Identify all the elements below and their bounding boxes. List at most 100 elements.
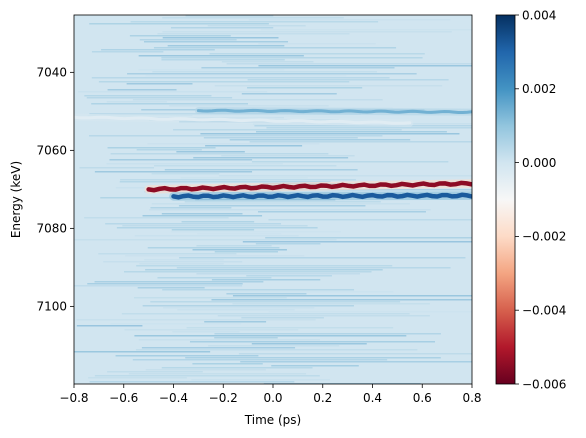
texture-stripe bbox=[180, 177, 308, 179]
texture-stripe bbox=[78, 91, 268, 93]
texture-stripe bbox=[176, 151, 245, 153]
texture-stripe bbox=[221, 61, 314, 63]
texture-stripe bbox=[135, 349, 418, 351]
texture-stripe bbox=[94, 375, 320, 377]
texture-stripe bbox=[138, 69, 285, 71]
x-tick-label: −0.6 bbox=[109, 391, 138, 405]
texture-stripe bbox=[241, 93, 337, 95]
texture-stripe bbox=[185, 15, 274, 17]
texture-stripe bbox=[88, 377, 187, 379]
texture-stripe bbox=[134, 235, 299, 237]
texture-stripe bbox=[127, 73, 417, 75]
texture-stripe bbox=[142, 215, 263, 217]
texture-stripe bbox=[145, 269, 383, 271]
texture-stripe bbox=[247, 87, 363, 89]
x-axis-label: Time (ps) bbox=[244, 413, 301, 427]
texture-stripe bbox=[151, 203, 410, 205]
texture-stripe bbox=[172, 331, 240, 333]
x-tick-label: 0.0 bbox=[263, 391, 282, 405]
texture-stripe bbox=[265, 237, 472, 239]
texture-stripe bbox=[84, 95, 212, 97]
texture-stripe bbox=[161, 367, 313, 369]
texture-stripe bbox=[266, 127, 472, 129]
texture-stripe bbox=[119, 181, 331, 183]
texture-stripe bbox=[214, 251, 278, 253]
texture-stripe bbox=[201, 67, 395, 69]
texture-stripe bbox=[147, 143, 320, 145]
texture-stripe bbox=[170, 231, 341, 233]
texture-stripe bbox=[217, 315, 430, 317]
x-tick-label: 0.6 bbox=[413, 391, 432, 405]
texture-stripe bbox=[208, 345, 340, 347]
texture-stripe bbox=[193, 157, 349, 159]
texture-stripe bbox=[161, 57, 423, 59]
texture-stripe bbox=[162, 289, 355, 291]
faint-white-band bbox=[74, 115, 412, 125]
texture-stripe bbox=[132, 359, 388, 361]
texture-stripe bbox=[249, 141, 472, 143]
texture-stripe bbox=[76, 319, 316, 321]
texture-stripe bbox=[200, 133, 460, 135]
y-tick-label: 7100 bbox=[36, 300, 67, 314]
texture-stripe bbox=[116, 227, 318, 229]
texture-stripe bbox=[162, 31, 452, 33]
colorbar-tick-label: 0.002 bbox=[522, 82, 556, 96]
texture-stripe bbox=[226, 63, 472, 65]
texture-stripe bbox=[181, 221, 255, 223]
texture-stripe bbox=[238, 353, 472, 355]
negative-feature bbox=[146, 180, 472, 193]
texture-stripe bbox=[91, 51, 164, 53]
texture-stripe bbox=[221, 155, 355, 157]
texture-stripe bbox=[196, 245, 272, 247]
heatmap-features bbox=[74, 107, 472, 201]
texture-stripe bbox=[79, 167, 155, 169]
texture-stripe bbox=[191, 379, 330, 381]
texture-stripe bbox=[136, 149, 202, 151]
heatmap-texture bbox=[74, 15, 472, 384]
texture-stripe bbox=[105, 223, 282, 225]
texture-stripe bbox=[229, 139, 411, 141]
texture-stripe bbox=[251, 343, 367, 345]
texture-stripe bbox=[230, 291, 394, 293]
texture-stripe bbox=[150, 207, 232, 209]
texture-stripe bbox=[106, 101, 167, 103]
texture-stripe bbox=[107, 89, 177, 91]
texture-stripe bbox=[258, 43, 376, 45]
texture-stripe bbox=[98, 253, 237, 255]
texture-stripe bbox=[144, 259, 224, 261]
texture-stripe bbox=[177, 309, 295, 311]
texture-stripe bbox=[74, 285, 243, 287]
texture-stripe bbox=[124, 271, 372, 273]
texture-stripe bbox=[178, 205, 366, 207]
texture-stripe bbox=[120, 179, 356, 181]
texture-stripe bbox=[87, 283, 243, 285]
texture-stripe bbox=[184, 201, 381, 203]
colorbar-ticks: 0.004 0.002 0.000 −0.002 −0.004 −0.006 bbox=[515, 8, 566, 391]
texture-stripe bbox=[91, 77, 390, 79]
texture-stripe bbox=[139, 263, 224, 265]
texture-stripe bbox=[161, 59, 285, 61]
texture-stripe bbox=[185, 357, 441, 359]
texture-stripe bbox=[162, 17, 344, 19]
colorbar-tick-label: −0.004 bbox=[522, 304, 566, 318]
texture-stripe bbox=[255, 243, 321, 245]
texture-stripe bbox=[211, 299, 472, 301]
texture-stripe bbox=[218, 175, 472, 177]
texture-stripe bbox=[142, 305, 354, 307]
texture-stripe bbox=[247, 79, 449, 81]
texture-stripe bbox=[258, 65, 472, 67]
texture-stripe bbox=[257, 211, 426, 213]
texture-stripe bbox=[154, 165, 337, 167]
texture-stripe bbox=[74, 239, 337, 241]
texture-stripe bbox=[189, 341, 436, 343]
texture-stripe bbox=[256, 131, 447, 133]
texture-stripe bbox=[141, 347, 296, 349]
texture-stripe bbox=[147, 247, 280, 249]
texture-stripe bbox=[107, 147, 216, 149]
texture-stripe bbox=[151, 173, 220, 175]
texture-stripe bbox=[263, 383, 421, 384]
colorbar-tick-label: −0.002 bbox=[522, 230, 566, 244]
y-axis-ticks: 7040 7060 7080 7100 bbox=[36, 66, 74, 314]
texture-stripe bbox=[226, 293, 307, 295]
